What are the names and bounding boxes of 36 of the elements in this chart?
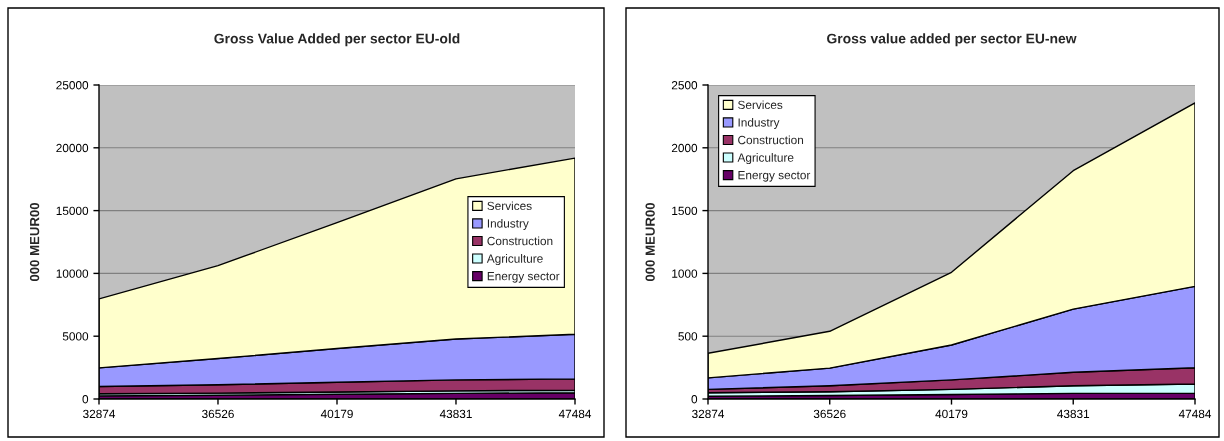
- y-tick-label: 1500: [672, 206, 698, 215]
- y-tick-label: 500: [678, 332, 698, 341]
- x-tick-label: 32874: [692, 409, 725, 419]
- x-tick-label: 47484: [1178, 409, 1212, 419]
- y-tick-label: 15000: [56, 206, 89, 215]
- y-axis-title: 000 MEUR00: [645, 202, 655, 282]
- y-tick-label: 25000: [56, 81, 89, 90]
- legend-label: Construction: [738, 135, 804, 145]
- x-tick-label: 32874: [83, 409, 116, 419]
- legend-label: Energy sector: [738, 171, 811, 182]
- legend-label: Services: [738, 100, 783, 110]
- y-tick-label: 10000: [56, 269, 89, 278]
- y-tick-label: 0: [82, 395, 89, 404]
- legend-label: Construction: [487, 236, 553, 246]
- x-tick-label: 36526: [813, 409, 846, 419]
- y-tick-label: 2500: [671, 81, 698, 90]
- x-tick-label: 43831: [439, 409, 472, 419]
- chart-title: Gross Value Added per sector EU-old: [214, 33, 460, 47]
- x-tick-label: 47484: [558, 409, 592, 419]
- x-tick-label: 40179: [935, 409, 968, 419]
- legend-label: Energy sector: [487, 272, 560, 283]
- legend-label: Agriculture: [486, 254, 543, 266]
- x-tick-label: 40179: [320, 409, 353, 419]
- x-tick-label: 36526: [202, 409, 234, 419]
- y-tick-label: 20000: [56, 143, 89, 153]
- y-tick-label: 2000: [671, 143, 698, 153]
- legend-label: Industry: [738, 117, 780, 129]
- y-tick-label: 1000: [672, 269, 698, 278]
- legend-label: Services: [487, 201, 532, 211]
- y-axis-title: 000 MEUR00: [29, 202, 40, 282]
- y-tick-label: 5000: [62, 332, 89, 341]
- chart-title: Gross value added per sector EU-new: [827, 33, 1077, 47]
- x-tick-label: 43831: [1057, 409, 1090, 419]
- legend-label: Industry: [487, 218, 529, 230]
- legend-label: Agriculture: [737, 153, 794, 165]
- y-tick-label: 0: [691, 395, 698, 404]
